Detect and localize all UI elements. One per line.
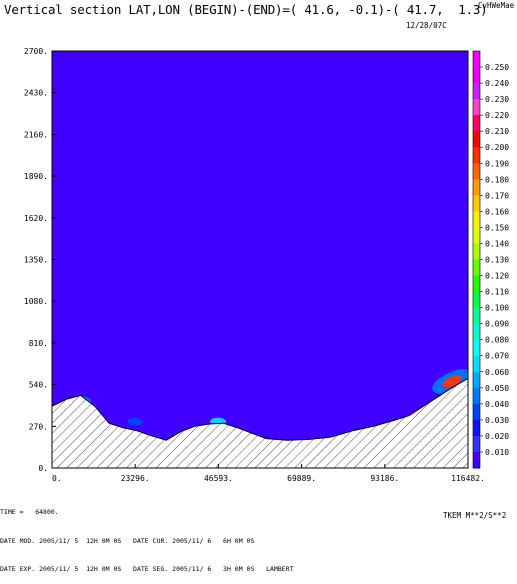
units-label: TKEM M**2/S**2 (443, 511, 507, 520)
colorbar-label: 0.140 (485, 239, 509, 248)
y-tick-label: 1350. (24, 256, 48, 265)
time-label: TIME = 64800. (0, 508, 59, 516)
colorbar-swatch (473, 275, 480, 293)
colorbar-swatch (473, 211, 480, 228)
colorbar-label: 0.030 (485, 416, 509, 425)
colorbar-label: 0.170 (485, 191, 509, 200)
colorbar-label: 0.110 (485, 288, 509, 297)
colorbar-swatch (473, 339, 480, 357)
y-tick-label: 540. (29, 381, 48, 390)
x-tick-label: 46593. (204, 474, 233, 483)
colorbar-swatch (473, 227, 480, 244)
colorbar-swatch (473, 291, 480, 309)
colorbar-label: 0.240 (485, 79, 509, 88)
colorbar-label: 0.190 (485, 159, 509, 168)
colorbar-label: 0.070 (485, 352, 509, 361)
colorbar-label: 0.010 (485, 448, 509, 457)
run-label: CvHWeMae (478, 1, 515, 10)
colorbar-swatch (473, 67, 480, 84)
date-line-2: DATE EXP. 2005/11/ 5 12H 0M 0S DATE SEG.… (0, 565, 294, 573)
x-tick-label: 116482. (451, 474, 485, 483)
y-tick-label: 2700. (24, 47, 48, 56)
y-tick-label: 1080. (24, 297, 48, 306)
y-tick-label: 270. (29, 422, 48, 431)
y-tick-label: 0. (38, 464, 48, 473)
colorbar-label: 0.040 (485, 400, 509, 409)
x-tick-label: 69889. (287, 474, 316, 483)
colorbar-label: 0.080 (485, 336, 509, 345)
colorbar-swatch (473, 323, 480, 341)
date-line-1: DATE MOD. 2005/11/ 5 12H 0M 0S DATE CUR.… (0, 536, 255, 545)
colorbar-label: 0.050 (485, 384, 509, 393)
colorbar-swatch (473, 259, 480, 277)
colorbar-swatch (473, 419, 480, 437)
colorbar-label: 0.100 (485, 304, 509, 313)
colorbar: 0.250 0.240 0.230 0.220 0.210 0.200 0.190 0.180… (472, 50, 509, 469)
x-tick-label: 93186. (370, 474, 399, 483)
colorbar-label: 0.220 (485, 111, 509, 120)
colorbar-swatch (473, 179, 480, 196)
field-background (52, 51, 468, 468)
axes: 0. 23296. 46593. 69889. 93186. 116482. 0. 270. 5… (24, 47, 485, 483)
x-tick-label: 23296. (121, 474, 150, 483)
colorbar-swatch (473, 51, 480, 68)
colorbar-swatch (473, 307, 480, 325)
colorbar-label: 0.130 (485, 256, 509, 265)
colorbar-swatch (473, 163, 480, 180)
x-tick-label: 0. (52, 474, 62, 483)
y-tick-label: 2160. (24, 130, 48, 139)
colorbar-label: 0.210 (485, 127, 509, 136)
footer-info: TIME = 64800. DATE MOD. 2005/11/ 5 12H 0… (0, 489, 294, 584)
colorbar-label: 0.180 (485, 175, 509, 184)
colorbar-swatch (473, 83, 480, 100)
vertical-section-chart: 0. 23296. 46593. 69889. 93186. 116482. 0. 270. 5… (24, 47, 509, 483)
colorbar-swatch (473, 115, 480, 132)
tke-feature-3-level-2 (442, 375, 462, 388)
colorbar-swatch (473, 451, 480, 469)
terrain-hatch (52, 377, 468, 468)
plot-area (52, 51, 468, 468)
colorbar-swatch (473, 435, 480, 453)
colorbar-label: 0.150 (485, 223, 509, 232)
colorbar-swatch (473, 99, 480, 116)
colorbar-swatch (473, 243, 480, 260)
colorbar-label: 0.060 (485, 368, 509, 377)
colorbar-swatch (473, 387, 480, 405)
colorbar-label: 0.250 (485, 63, 509, 72)
run-date: 12/28/07C (406, 21, 447, 30)
colorbar-label: 0.230 (485, 95, 509, 104)
colorbar-swatch (473, 355, 480, 373)
chart-title: Vertical section LAT,LON (BEGIN)-(END)=(… (4, 2, 488, 17)
y-tick-label: 810. (29, 339, 48, 348)
colorbar-swatch (473, 195, 480, 212)
y-tick-label: 2430. (24, 89, 48, 98)
colorbar-label: 0.200 (485, 143, 509, 152)
colorbar-label: 0.160 (485, 207, 509, 216)
y-tick-label: 1890. (24, 172, 48, 181)
colorbar-swatch (473, 131, 480, 148)
colorbar-label: 0.120 (485, 272, 509, 281)
colorbar-swatch (473, 403, 480, 421)
y-tick-label: 1620. (24, 214, 48, 223)
colorbar-label: 0.090 (485, 320, 509, 329)
tke-feature-1-level-1 (127, 417, 144, 426)
colorbar-swatch (473, 371, 480, 389)
colorbar-label: 0.020 (485, 432, 509, 441)
colorbar-swatch (473, 147, 480, 164)
